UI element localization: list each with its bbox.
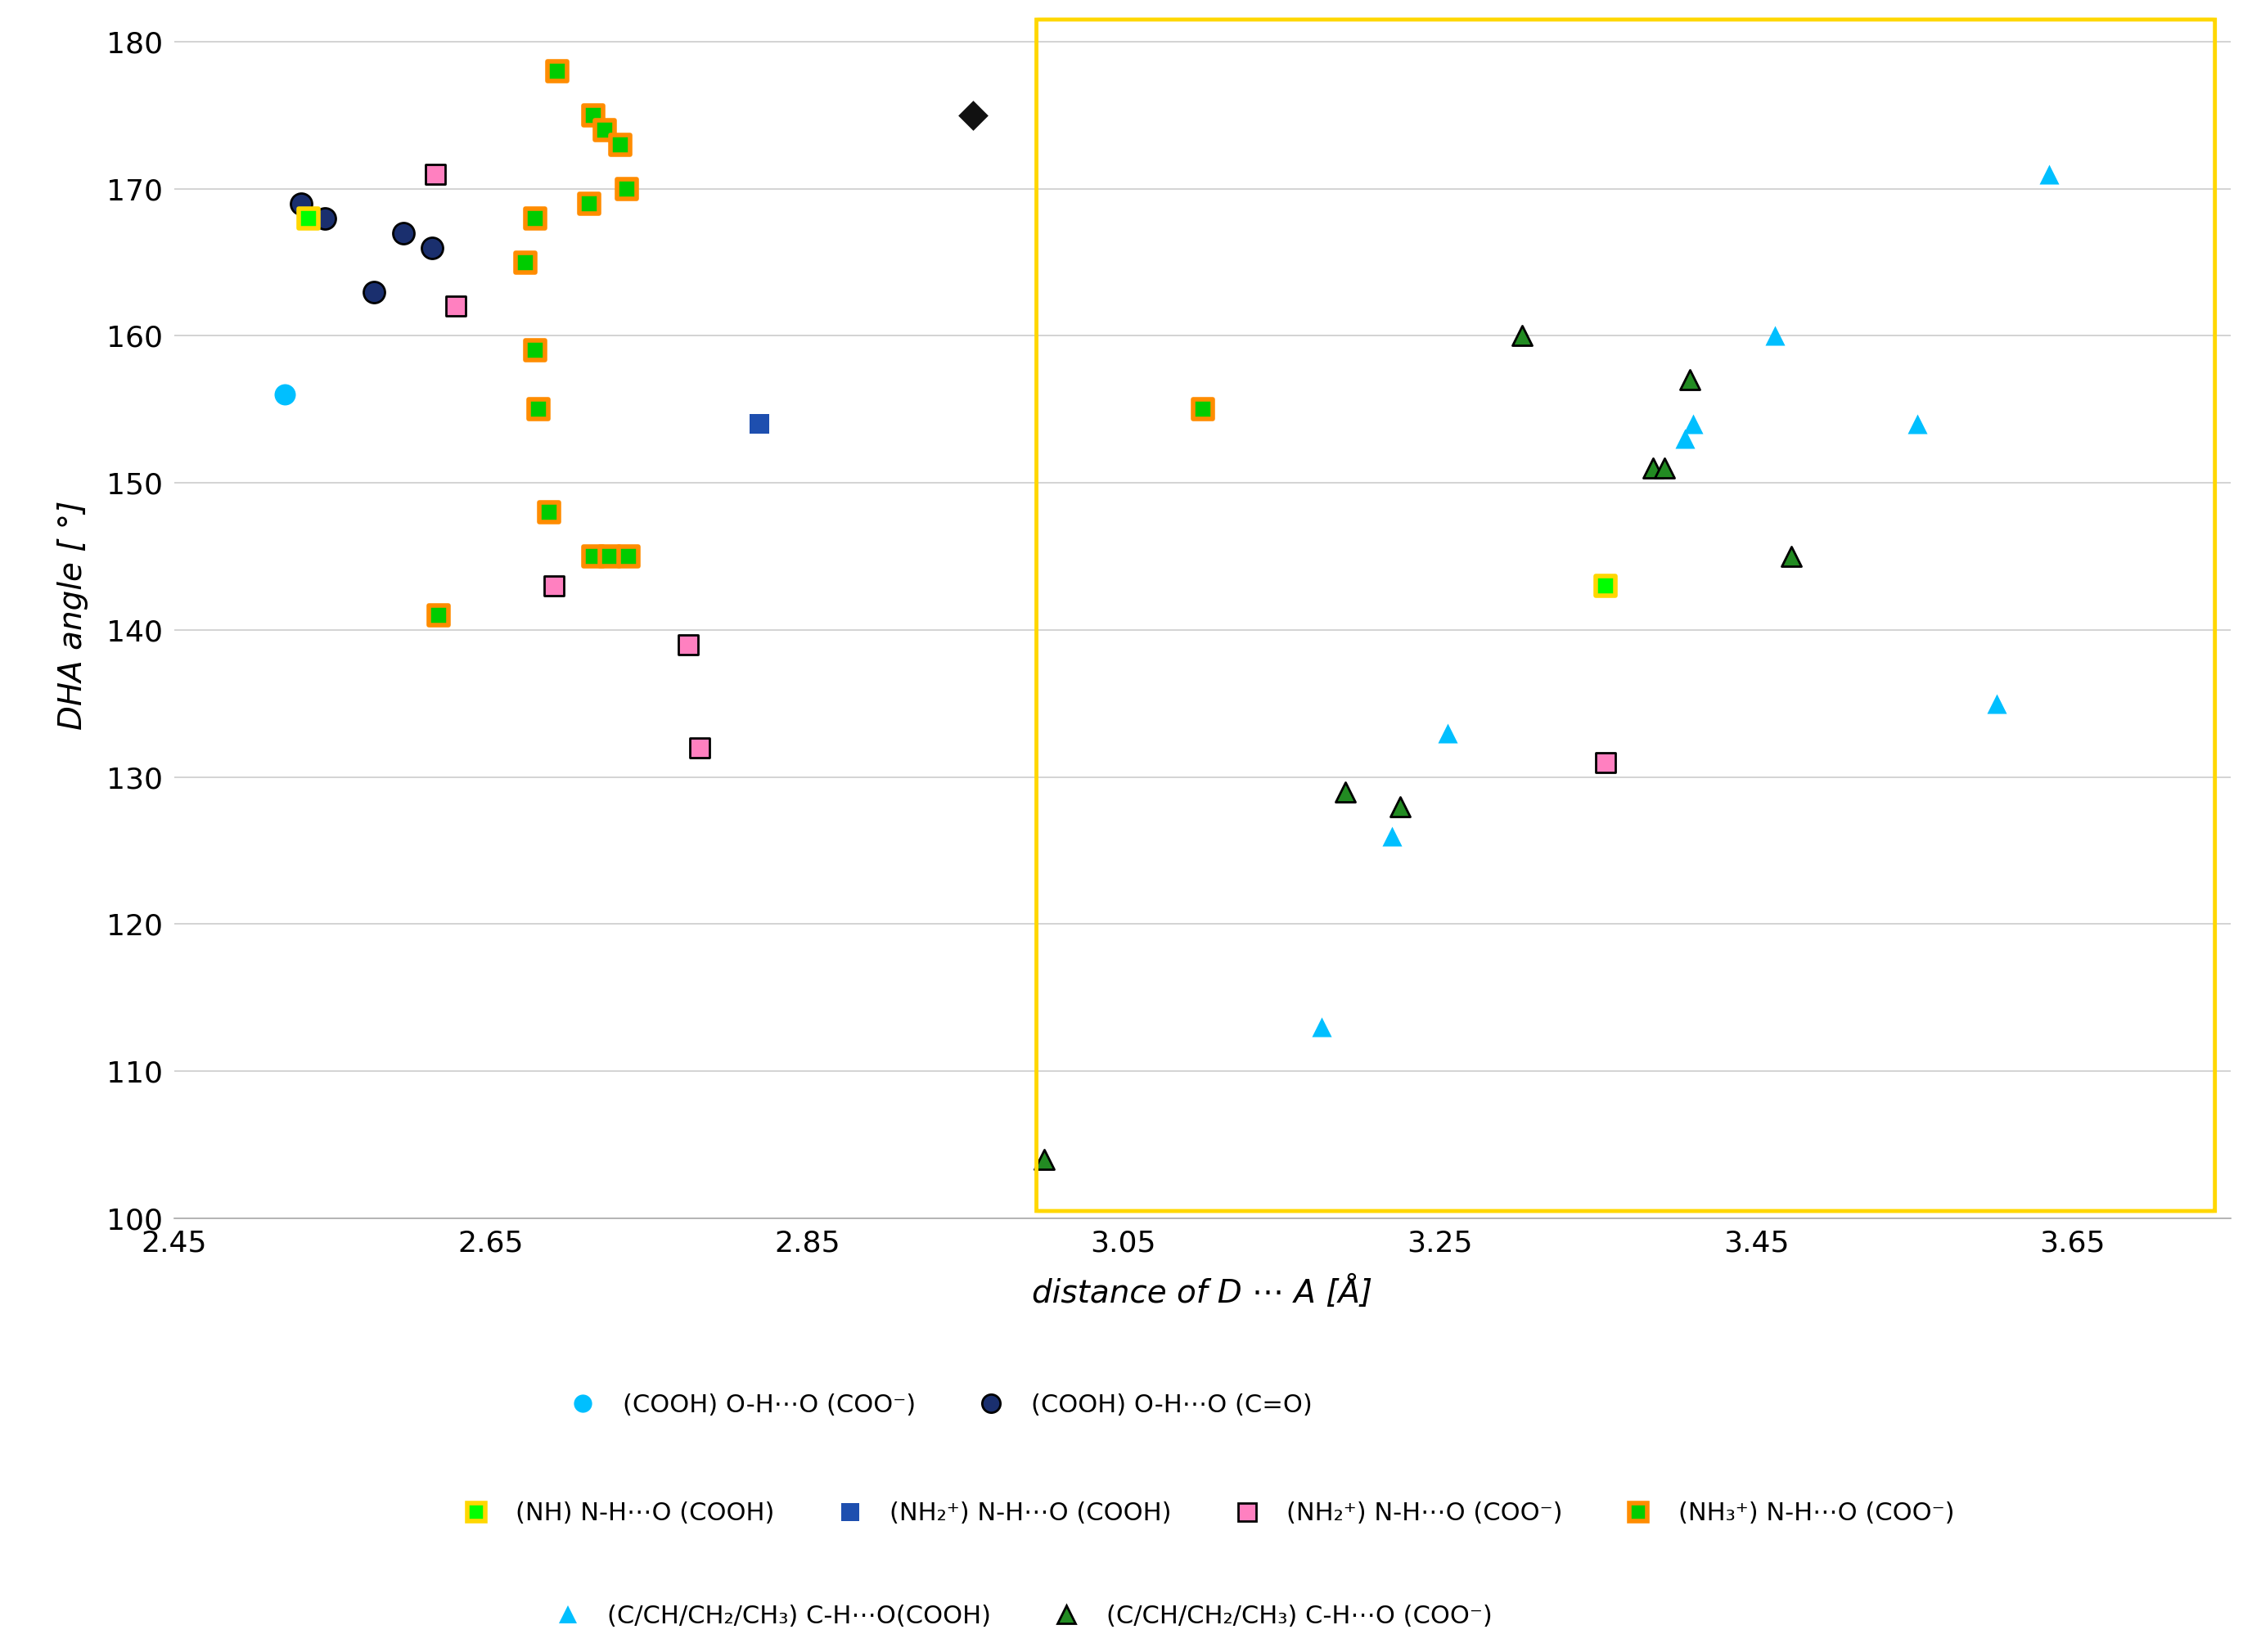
Point <box>520 396 556 423</box>
Point <box>1184 396 1220 423</box>
Point <box>1635 454 1671 481</box>
Y-axis label: DHA angle [ °]: DHA angle [ °] <box>56 501 87 730</box>
Point <box>1772 544 1808 570</box>
Point <box>1027 1146 1063 1173</box>
Point <box>292 205 327 231</box>
X-axis label: distance of D ⋯ A [Å]: distance of D ⋯ A [Å] <box>1032 1275 1373 1310</box>
Point <box>1646 454 1682 481</box>
Point <box>603 132 639 159</box>
Point <box>267 382 303 408</box>
Point <box>1671 367 1707 393</box>
Point <box>518 337 554 363</box>
Point <box>2030 160 2066 187</box>
Point <box>576 544 612 570</box>
Point <box>357 279 393 306</box>
Point <box>1184 396 1220 423</box>
Point <box>608 175 644 202</box>
Point <box>1328 778 1364 805</box>
Point <box>956 102 991 129</box>
Point <box>1900 411 1936 438</box>
Point <box>1756 322 1792 349</box>
Point <box>415 235 451 261</box>
Point <box>1382 793 1418 819</box>
Point <box>307 205 343 231</box>
Point <box>671 631 707 657</box>
Point <box>576 102 612 129</box>
Point <box>570 190 606 216</box>
Point <box>283 190 319 216</box>
Point <box>1375 823 1411 849</box>
Point <box>592 544 628 570</box>
Point <box>417 160 453 187</box>
Point <box>1588 573 1624 600</box>
Point <box>610 544 646 570</box>
Point <box>422 601 458 628</box>
Point <box>386 220 422 246</box>
Point <box>538 58 574 84</box>
Point <box>742 411 778 438</box>
Point <box>682 735 718 762</box>
Point <box>588 117 624 144</box>
Point <box>532 499 567 525</box>
Point <box>507 249 543 276</box>
Point <box>536 573 572 600</box>
Point <box>1978 691 2014 717</box>
Point <box>1676 411 1711 438</box>
Point <box>1588 748 1624 775</box>
Point <box>1505 322 1541 349</box>
Point <box>518 205 554 231</box>
Point <box>1429 720 1465 747</box>
Point <box>437 292 473 319</box>
Point <box>1667 426 1702 453</box>
Point <box>1303 1014 1339 1041</box>
